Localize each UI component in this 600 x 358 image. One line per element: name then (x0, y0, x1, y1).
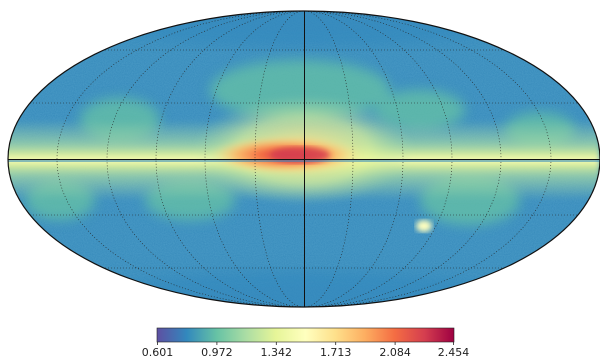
map-outline (7, 10, 600, 308)
colorbar-tick-label: 1.713 (320, 346, 352, 358)
isolated-cloud (416, 220, 432, 232)
colorbar-tick-label: 1.342 (261, 346, 293, 358)
colorbar-tick-label: 2.454 (438, 346, 470, 358)
mollweide-map (7, 10, 600, 308)
colorbar-tick-label: 0.972 (201, 346, 233, 358)
colorbar: 0.601 0.972 1.342 1.713 2.084 2.454 (142, 327, 470, 358)
colorbar-tick-label: 0.601 (142, 346, 174, 358)
colorbar-tick-label: 2.084 (379, 346, 411, 358)
colorbar-gradient (156, 327, 455, 343)
